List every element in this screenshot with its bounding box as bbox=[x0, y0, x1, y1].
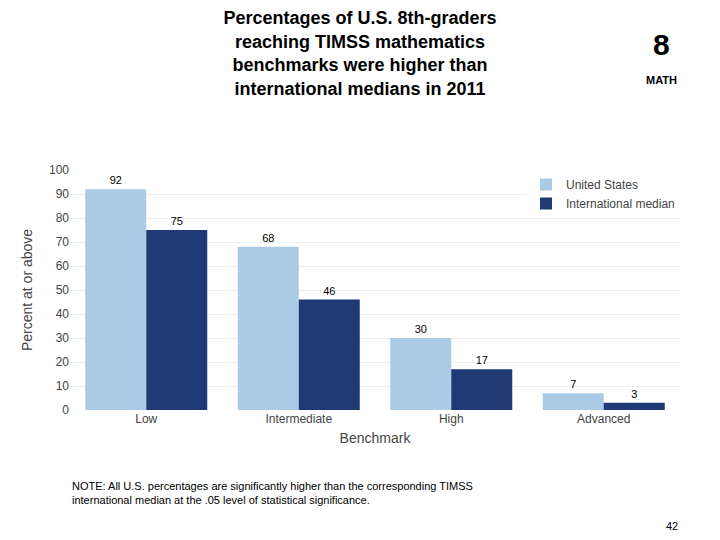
svg-text:International median: International median bbox=[566, 197, 675, 211]
svg-text:80: 80 bbox=[56, 211, 70, 225]
svg-text:United States: United States bbox=[566, 178, 638, 192]
svg-text:7: 7 bbox=[570, 378, 576, 390]
svg-text:NOTE: All U.S. percentages are: NOTE: All U.S. percentages are significa… bbox=[72, 480, 473, 506]
svg-text:0: 0 bbox=[62, 403, 69, 417]
svg-text:42: 42 bbox=[666, 520, 678, 532]
svg-text:30: 30 bbox=[56, 331, 70, 345]
svg-text:3: 3 bbox=[631, 388, 637, 400]
svg-text:High: High bbox=[439, 412, 464, 426]
svg-text:100: 100 bbox=[49, 163, 69, 177]
svg-text:Intermediate: Intermediate bbox=[265, 412, 332, 426]
svg-text:17: 17 bbox=[476, 354, 488, 366]
svg-text:20: 20 bbox=[56, 355, 70, 369]
svg-text:Advanced: Advanced bbox=[577, 412, 630, 426]
svg-text:40: 40 bbox=[56, 307, 70, 321]
svg-text:Percent at or above: Percent at or above bbox=[19, 229, 35, 351]
svg-text:60: 60 bbox=[56, 259, 70, 273]
svg-text:MATH: MATH bbox=[646, 74, 677, 86]
svg-text:75: 75 bbox=[171, 215, 183, 227]
svg-text:70: 70 bbox=[56, 235, 70, 249]
svg-text:Low: Low bbox=[135, 412, 157, 426]
svg-text:46: 46 bbox=[323, 285, 335, 297]
svg-text:50: 50 bbox=[56, 283, 70, 297]
svg-text:Benchmark: Benchmark bbox=[340, 430, 412, 446]
svg-text:68: 68 bbox=[262, 232, 274, 244]
svg-text:90: 90 bbox=[56, 187, 70, 201]
svg-text:10: 10 bbox=[56, 379, 70, 393]
svg-text:30: 30 bbox=[415, 323, 427, 335]
svg-text:92: 92 bbox=[110, 174, 122, 186]
svg-text:Percentages of U.S. 8th-grader: Percentages of U.S. 8th-gradersreaching … bbox=[223, 8, 496, 98]
svg-text:8: 8 bbox=[653, 28, 670, 61]
